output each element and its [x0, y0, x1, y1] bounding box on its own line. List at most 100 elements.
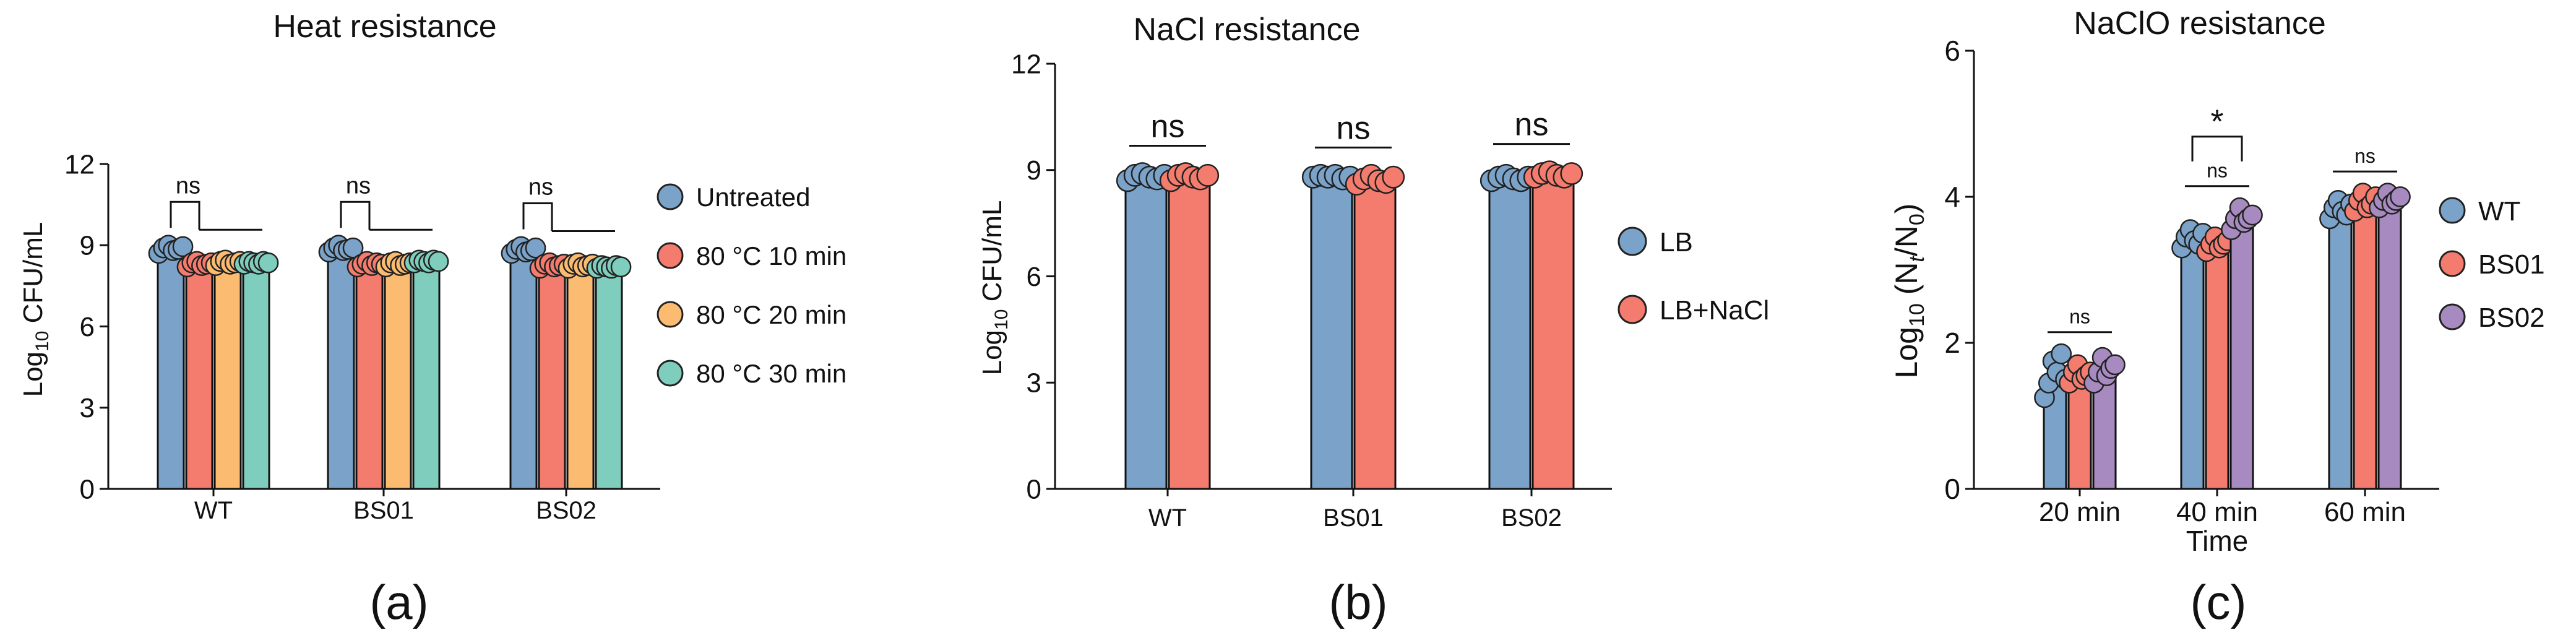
legend-marker	[657, 301, 684, 328]
bar-80-c-10-min	[185, 263, 213, 490]
bar-lb	[1124, 176, 1168, 490]
bar-lb-nacl	[1531, 174, 1575, 490]
data-point	[1382, 165, 1405, 189]
x-tick-label: BS02	[536, 497, 597, 524]
y-tick-label: 0	[1944, 473, 1960, 505]
bar-untreated	[327, 248, 355, 490]
panel-c-ylabel: Log10 (Nt/N0)	[1889, 204, 1929, 379]
bar-80-c-20-min	[384, 263, 412, 490]
bar-80-c-30-min	[595, 265, 623, 490]
legend-label: 80 °C 10 min	[696, 241, 846, 270]
sig-label: ns	[176, 173, 200, 199]
panel-c-ylabel-end: )	[1889, 204, 1924, 214]
panel-b-plot: 0 3 6 9 12 WT ns BS01 ns BS02 ns LB LB+NaCl	[1011, 49, 1769, 532]
bar-wt	[2328, 207, 2353, 490]
bar-80-c-30-min	[412, 261, 441, 490]
legend-marker	[1618, 295, 1647, 324]
y-tick-label: 0	[80, 474, 95, 504]
bar-untreated	[509, 249, 538, 490]
y-tick-label: 3	[1027, 368, 1041, 399]
panel-b-ylabel: Log10 CFU/mL	[977, 201, 1012, 376]
legend-marker	[2439, 250, 2466, 277]
y-tick-label: 12	[1011, 49, 1041, 79]
bar-lb	[1310, 176, 1353, 490]
data-point	[525, 237, 546, 259]
legend-marker	[657, 183, 684, 210]
x-tick-label: WT	[194, 497, 233, 524]
sig-label: ns	[528, 174, 553, 200]
y-tick-label: 9	[1027, 155, 1041, 186]
sig-bracket	[522, 202, 553, 231]
bar-80-c-10-min	[538, 264, 566, 490]
x-tick-label: 40 min	[2176, 497, 2258, 527]
panel-c-ylabel-pre: Log	[1889, 327, 1924, 378]
legend-label: Untreated	[696, 183, 810, 212]
panel-a-ylabel-post: CFU/mL	[18, 222, 48, 331]
panel-b: NaCl resistance Log10 CFU/mL 0 3 6 9 12 WT ns B…	[977, 12, 1769, 629]
bar-80-c-30-min	[242, 262, 270, 490]
y-tick-label: 12	[64, 149, 95, 179]
panel-a-ylabel-sub: 10	[32, 331, 53, 352]
bar-untreated	[157, 248, 185, 490]
bar-bs02	[2229, 217, 2254, 490]
data-point	[257, 252, 279, 274]
legend-label: WT	[2478, 196, 2520, 227]
bar-80-c-20-min	[566, 264, 595, 490]
panel-b-label: (b)	[1329, 575, 1387, 629]
panel-c-ylabel-sub3: 0	[1905, 214, 1929, 225]
sig-label: ns	[1337, 110, 1371, 146]
x-tick-label: WT	[1148, 504, 1187, 532]
bar-lb-nacl	[1168, 176, 1211, 490]
panel-b-ylabel-sub: 10	[991, 309, 1012, 330]
panel-a: Heat resistance Log10 CFU/mL 0 3 6 9 12 WT ns B…	[18, 9, 846, 629]
y-tick-label: 3	[80, 393, 95, 423]
data-point	[1560, 162, 1583, 185]
x-tick-label: BS01	[353, 497, 414, 524]
panel-c-xlabel: Time	[2186, 525, 2249, 557]
legend-label: LB	[1660, 227, 1693, 257]
bar-lb-nacl	[1353, 179, 1397, 490]
panel-a-ylabel-pre: Log	[18, 352, 48, 397]
sig-bracket	[340, 201, 371, 230]
legend-label: 80 °C 20 min	[696, 300, 846, 329]
legend-label: BS01	[2478, 249, 2545, 280]
panel-c-ylabel-mid: /N	[1889, 225, 1924, 256]
legend-label: 80 °C 30 min	[696, 359, 846, 388]
legend-marker	[2439, 303, 2466, 330]
data-point	[1196, 163, 1220, 187]
panel-b-ylabel-post: CFU/mL	[977, 201, 1007, 309]
panel-a-ylabel: Log10 CFU/mL	[18, 222, 53, 397]
legend-marker	[657, 242, 684, 269]
panel-b-ylabel-pre: Log	[977, 330, 1007, 375]
data-point	[610, 256, 632, 278]
data-point	[428, 251, 449, 272]
bar-bs01	[2067, 374, 2092, 490]
legend-marker	[2439, 197, 2466, 224]
legend-label: BS02	[2478, 303, 2545, 333]
y-tick-label: 6	[1027, 262, 1041, 292]
bar-bs01	[2353, 203, 2377, 490]
y-tick-label: 9	[80, 231, 95, 261]
y-tick-label: 2	[1944, 327, 1960, 359]
sig-label: ns	[1515, 107, 1549, 143]
y-tick-label: 6	[1944, 35, 1960, 67]
panel-c-ylabel-sub2: t	[1905, 256, 1929, 262]
panel-c-title: NaClO resistance	[2074, 6, 2325, 41]
data-point	[2390, 186, 2411, 207]
data-point	[2104, 354, 2126, 376]
sig-label: ns	[2069, 306, 2090, 328]
y-tick-label: 0	[1027, 474, 1041, 504]
panel-c-label: (c)	[2190, 575, 2247, 629]
sig-label: ns	[2207, 160, 2228, 182]
sig-label: ns	[2354, 145, 2376, 167]
data-point	[2051, 343, 2072, 365]
bar-lb	[1488, 178, 1531, 490]
data-point	[2242, 204, 2263, 226]
y-tick-label: 6	[80, 312, 95, 342]
panel-c-plot: 0 2 4 6 20 min ns 40 min ns * 60 min ns WT BS01 BS02	[1944, 35, 2544, 527]
bar-wt	[2180, 240, 2205, 490]
bar-80-c-20-min	[213, 262, 242, 490]
panel-b-title: NaCl resistance	[1133, 12, 1360, 48]
sig-bracket-star	[2191, 136, 2243, 162]
